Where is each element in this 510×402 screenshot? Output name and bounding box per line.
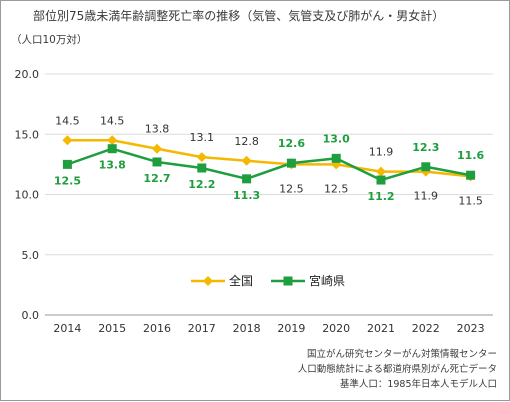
series-lines xyxy=(67,140,470,180)
legend-label: 全国 xyxy=(229,273,253,288)
data-label-national: 14.5 xyxy=(100,114,125,127)
y-tick-label: 10.0 xyxy=(15,189,40,202)
legend-marker xyxy=(284,277,293,286)
data-label-miyazaki: 12.3 xyxy=(412,141,439,154)
data-point-national xyxy=(376,167,386,177)
data-label-miyazaki: 12.6 xyxy=(278,137,305,150)
legend-label: 宮崎県 xyxy=(309,273,345,288)
data-label-national: 13.8 xyxy=(145,123,170,136)
source-note-1: 国立がん研究センターがん対策情報センター xyxy=(298,347,497,362)
data-point-national xyxy=(242,156,252,166)
data-label-miyazaki: 13.8 xyxy=(99,159,126,172)
data-labels: 14.5 14.5 13.8 13.1 12.8 12.5 12.5 11.9 11.9 11.5… xyxy=(54,114,485,207)
y-tick-label: 0.0 xyxy=(22,309,40,322)
data-point-national xyxy=(62,135,72,145)
legend-marker xyxy=(203,276,213,286)
data-point-miyazaki xyxy=(63,160,72,169)
data-point-miyazaki xyxy=(287,159,296,168)
x-tick-label: 2018 xyxy=(233,322,261,335)
data-label-national: 12.5 xyxy=(324,182,349,195)
source-note-3: 基準人口：1985年日本人モデル人口 xyxy=(298,377,497,392)
data-label-miyazaki: 11.2 xyxy=(367,190,394,203)
x-tick-label: 2017 xyxy=(188,322,216,335)
y-tick-label: 20.0 xyxy=(15,68,40,81)
data-label-national: 13.1 xyxy=(190,131,215,144)
y-tick-label: 15.0 xyxy=(15,128,40,141)
x-tick-label: 2014 xyxy=(53,322,81,335)
data-label-miyazaki: 11.6 xyxy=(457,149,484,162)
data-label-miyazaki: 12.2 xyxy=(188,178,215,191)
x-tick-labels: 2014 2015 2016 2017 2018 2019 2020 2021 2022 2023 xyxy=(53,322,484,335)
data-label-national: 11.9 xyxy=(414,190,439,203)
data-label-miyazaki: 11.3 xyxy=(233,189,260,202)
data-label-national: 11.5 xyxy=(458,194,483,207)
data-point-national xyxy=(107,135,117,145)
data-point-national xyxy=(152,144,162,154)
source-notes: 国立がん研究センターがん対策情報センター 人口動態統計による都道府県別がん死亡デ… xyxy=(298,347,497,392)
x-tick-label: 2023 xyxy=(457,322,485,335)
data-point-miyazaki xyxy=(108,144,117,153)
data-label-miyazaki: 12.5 xyxy=(54,174,81,187)
data-point-miyazaki xyxy=(242,174,251,183)
x-tick-label: 2016 xyxy=(143,322,171,335)
data-label-miyazaki: 13.0 xyxy=(323,132,350,145)
data-label-national: 12.8 xyxy=(234,135,259,148)
data-point-miyazaki xyxy=(421,162,430,171)
series-line-miyazaki xyxy=(67,149,470,180)
data-label-national: 14.5 xyxy=(55,114,80,127)
data-label-national: 12.5 xyxy=(279,182,304,195)
y-tick-labels: 0.0 5.0 10.0 15.0 20.0 xyxy=(15,68,40,322)
data-point-miyazaki xyxy=(332,154,341,163)
data-label-miyazaki: 12.7 xyxy=(143,172,170,185)
source-note-2: 人口動態統計による都道府県別がん死亡データ xyxy=(298,362,497,377)
data-label-national: 11.9 xyxy=(369,146,394,159)
y-tick-label: 5.0 xyxy=(22,249,40,262)
data-point-miyazaki xyxy=(377,176,386,185)
x-tick-label: 2015 xyxy=(98,322,126,335)
data-point-miyazaki xyxy=(197,163,206,172)
data-point-miyazaki xyxy=(466,171,475,180)
x-tick-label: 2022 xyxy=(412,322,440,335)
data-point-national xyxy=(197,152,207,162)
x-tick-label: 2019 xyxy=(277,322,305,335)
x-tick-label: 2020 xyxy=(322,322,350,335)
x-tick-label: 2021 xyxy=(367,322,395,335)
legend: 全国 宮崎県 xyxy=(191,273,345,288)
data-point-miyazaki xyxy=(153,157,162,166)
